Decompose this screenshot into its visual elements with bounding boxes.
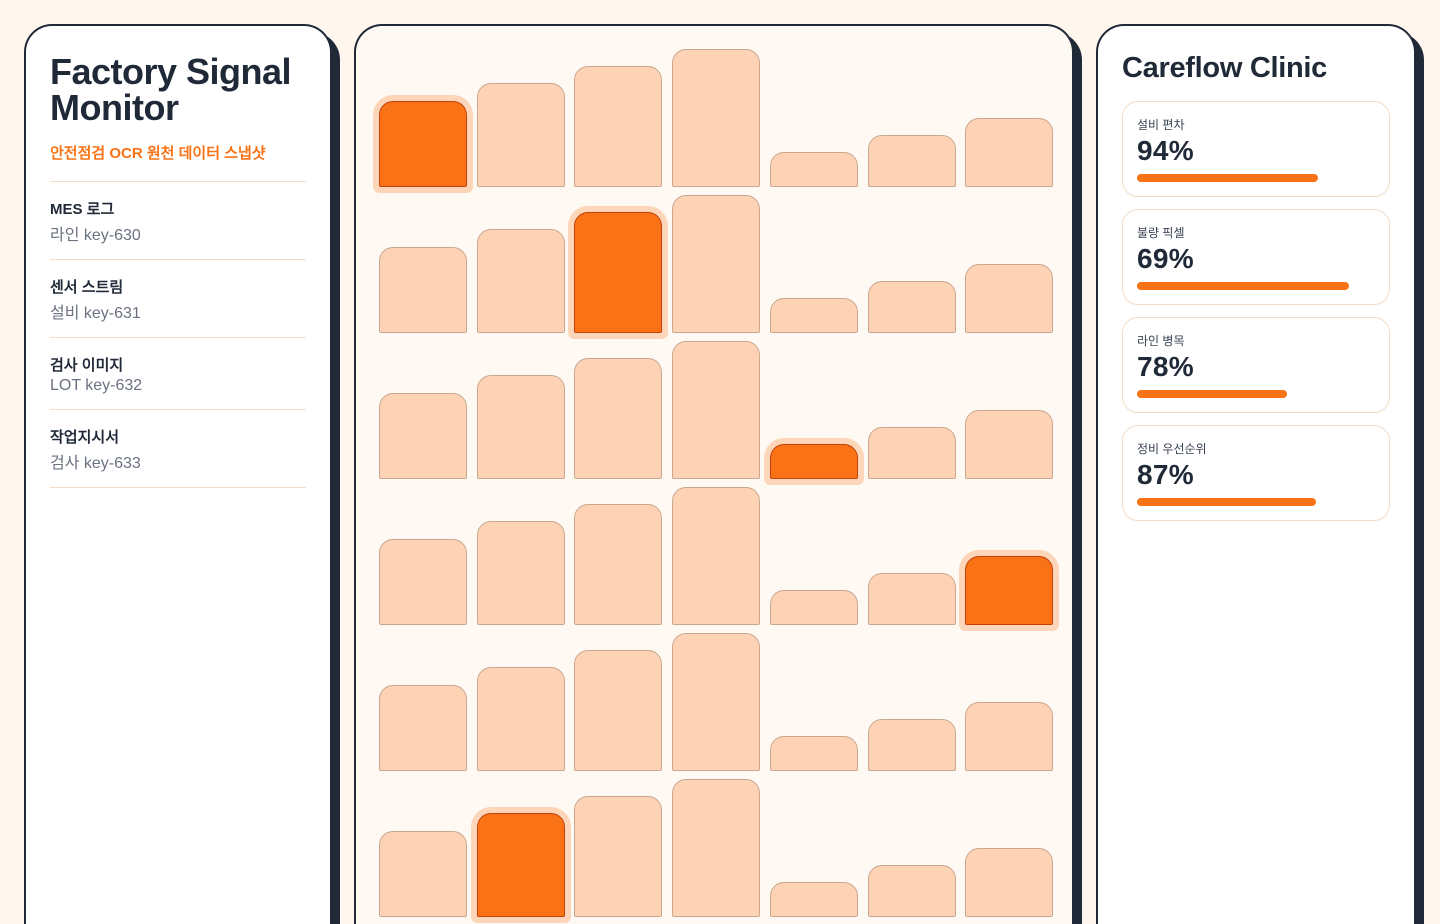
signal-cell[interactable] [770, 590, 858, 625]
metric-label: 라인 병목 [1137, 334, 1185, 348]
signal-cell[interactable] [379, 247, 467, 333]
signal-grid [356, 26, 1072, 924]
signal-cell[interactable] [477, 375, 565, 479]
source-panel: Factory Signal Monitor 안전점검 OCR 원천 데이터 스… [24, 24, 332, 924]
signal-cell-highlighted[interactable] [965, 556, 1053, 625]
metric-card[interactable]: 라인 병목 78% [1122, 317, 1390, 413]
signal-cell[interactable] [965, 702, 1053, 771]
metric-value: 87% [1137, 459, 1194, 490]
source-item-mes-log[interactable]: MES 로그 라인 key-630 [50, 182, 306, 260]
metric-label: 설비 편차 [1137, 118, 1185, 132]
signal-cell[interactable] [672, 779, 760, 917]
signal-cell[interactable] [672, 487, 760, 625]
metric-label: 불량 픽셀 [1137, 226, 1185, 240]
signal-grid-panel [354, 24, 1074, 924]
source-list: MES 로그 라인 key-630 센서 스트림 설비 key-631 검사 이… [50, 182, 306, 488]
source-name: 검사 이미지 [50, 357, 124, 374]
metric-label: 정비 우선순위 [1137, 442, 1207, 456]
signal-cell[interactable] [574, 504, 662, 625]
source-name: MES 로그 [50, 201, 115, 218]
signal-cell[interactable] [868, 573, 956, 625]
metrics-panel: Careflow Clinic 설비 편차 94% 불량 픽셀 69% 라인 병… [1096, 24, 1416, 924]
source-name: 센서 스트림 [50, 279, 124, 296]
signal-cell[interactable] [574, 650, 662, 771]
signal-cell[interactable] [672, 633, 760, 771]
signal-cell[interactable] [477, 83, 565, 187]
signal-cell[interactable] [868, 427, 956, 479]
signal-cell[interactable] [477, 521, 565, 625]
signal-cell[interactable] [574, 66, 662, 187]
metrics-title: Careflow Clinic [1122, 52, 1327, 84]
metric-value: 94% [1137, 135, 1194, 166]
signal-cell[interactable] [965, 410, 1053, 479]
metric-card[interactable]: 설비 편차 94% [1122, 101, 1390, 197]
signal-cell[interactable] [965, 118, 1053, 187]
signal-cell[interactable] [770, 298, 858, 333]
signal-cell[interactable] [477, 229, 565, 333]
signal-cell[interactable] [477, 667, 565, 771]
metric-bar [1137, 390, 1375, 398]
signal-cell[interactable] [379, 831, 467, 917]
signal-cell[interactable] [868, 719, 956, 771]
source-name: 작업지시서 [50, 429, 120, 446]
divider [50, 181, 306, 182]
signal-cell[interactable] [868, 135, 956, 187]
source-item-work-order[interactable]: 작업지시서 검사 key-633 [50, 410, 306, 488]
metric-card[interactable]: 불량 픽셀 69% [1122, 209, 1390, 305]
source-item-inspection-image[interactable]: 검사 이미지 LOT key-632 [50, 338, 306, 410]
signal-cell[interactable] [379, 539, 467, 625]
metric-card[interactable]: 정비 우선순위 87% [1122, 425, 1390, 521]
source-meta: LOT key-632 [50, 377, 143, 394]
signal-cell[interactable] [574, 358, 662, 479]
signal-cell-highlighted[interactable] [770, 444, 858, 479]
metric-value: 69% [1137, 243, 1194, 274]
metric-value: 78% [1137, 351, 1194, 382]
metric-bar [1137, 174, 1375, 182]
page-title: Factory Signal Monitor [50, 51, 292, 128]
metric-bar-fill [1137, 498, 1316, 506]
signal-cell[interactable] [379, 685, 467, 771]
signal-cell[interactable] [672, 341, 760, 479]
signal-cell-highlighted[interactable] [379, 101, 467, 187]
page-subtitle: 안전점검 OCR 원천 데이터 스냅샷 [50, 145, 266, 162]
signal-cell[interactable] [965, 848, 1053, 917]
signal-cell-highlighted[interactable] [574, 212, 662, 333]
metric-bar-fill [1137, 174, 1318, 182]
signal-cell[interactable] [574, 796, 662, 917]
signal-cell[interactable] [868, 865, 956, 917]
metric-bar [1137, 498, 1375, 506]
signal-cell[interactable] [868, 281, 956, 333]
source-meta: 설비 key-631 [50, 305, 141, 322]
signal-cell[interactable] [672, 49, 760, 187]
metric-bar [1137, 282, 1375, 290]
metric-bar-fill [1137, 282, 1349, 290]
signal-cell[interactable] [770, 152, 858, 187]
signal-cell[interactable] [965, 264, 1053, 333]
signal-cell[interactable] [672, 195, 760, 333]
metric-bar-fill [1137, 390, 1287, 398]
source-meta: 라인 key-630 [50, 227, 141, 244]
signal-cell[interactable] [770, 736, 858, 771]
signal-cell[interactable] [379, 393, 467, 479]
source-item-sensor-stream[interactable]: 센서 스트림 설비 key-631 [50, 260, 306, 338]
signal-cell-highlighted[interactable] [477, 813, 565, 917]
source-meta: 검사 key-633 [50, 455, 141, 472]
